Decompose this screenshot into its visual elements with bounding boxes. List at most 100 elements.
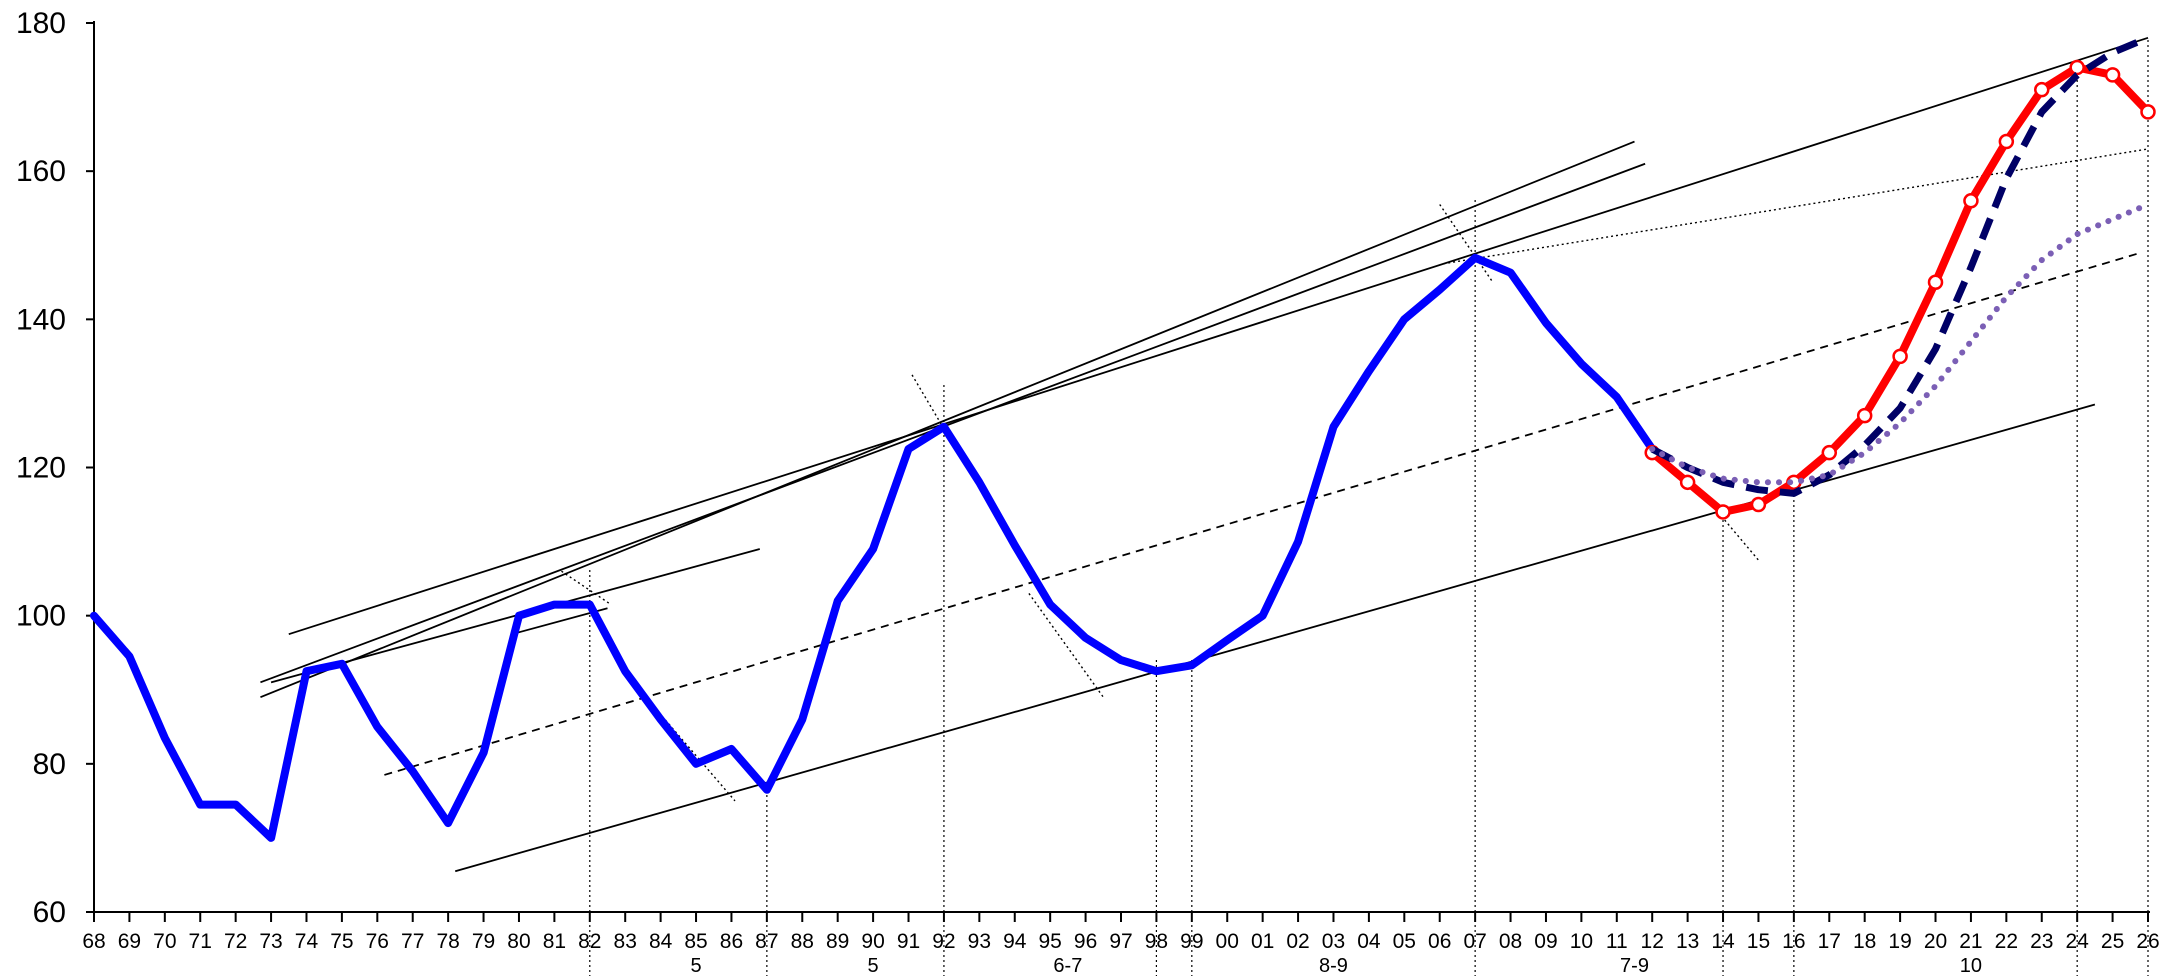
trend-line-dotted [1028,593,1104,698]
x-tick-label: 69 [118,930,141,953]
x-tick-label: 90 [861,930,884,953]
x-tick-label: 22 [1995,930,2018,953]
trend-line-dashed [384,251,2142,776]
series-point [1821,444,1838,461]
series-point [1892,348,1908,365]
y-tick-label: 140 [16,303,66,336]
trend-line-dotted [1443,148,2149,265]
x-tick-label: 17 [1818,930,1841,953]
x-tick-label: 05 [1393,930,1416,953]
x-tick-label: 26 [2136,930,2159,953]
series-point [2140,104,2156,120]
series-point [2034,81,2050,98]
x-tick-label: 82 [578,930,601,953]
trend-line-dotted [1439,204,1494,283]
trend-line-solid [260,162,1646,684]
series-point [1927,274,1944,291]
x-tick-label: 01 [1251,930,1274,953]
x-tick-label: 08 [1499,930,1522,953]
x-tick-label: 72 [224,930,247,953]
x-tick-label: 09 [1534,930,1557,953]
trend-line-dotted [1704,496,1759,561]
x-tick-label: 86 [720,930,743,953]
y-tick-label: 160 [16,155,66,188]
x-tick-label: 21 [1959,930,1982,953]
trend-lines [260,36,2149,873]
x-tick-label: 95 [1038,930,1061,953]
x-tick-label: 85 [684,930,707,953]
x-tick-label: 02 [1286,930,1309,953]
series-line [1650,34,2150,497]
y-tick-label: 100 [16,600,66,633]
x-tick-label: 83 [614,930,637,953]
series-point [1715,504,1731,520]
x-tick-label: 70 [153,930,176,953]
trend-line-solid [288,36,2149,636]
x-tick-label: 84 [649,930,673,953]
x-tick-label: 19 [1888,930,1911,953]
x-tick-label: 75 [330,930,353,953]
x-tick-label: 76 [366,930,389,953]
x-tick-label: 11 [1606,930,1628,953]
x-tick-label: 06 [1428,930,1451,953]
y-tick-label: 80 [33,748,66,781]
x-tick-label: 87 [755,930,778,953]
x-tick-label: 88 [791,930,814,953]
y-tick-label: 120 [16,452,66,485]
series-point [2104,67,2121,83]
series-point [1963,193,1979,209]
x-tick-label: 93 [968,930,991,953]
x-tick-label: 77 [401,930,424,953]
series-point [1856,407,1873,424]
x-tick-label: 23 [2030,930,2053,953]
x-tick-label: 99 [1180,930,1203,953]
series-point [1750,496,1767,513]
x-tick-label: 89 [826,930,849,953]
series-point [1998,133,2015,150]
x-tick-label: 12 [1641,930,1664,953]
series-point [1679,474,1696,491]
x-tick-label: 79 [472,930,495,953]
x-tick-label: 98 [1145,930,1168,953]
x-tick-label: 10 [1570,930,1593,953]
x-tick-label: 25 [2101,930,2124,953]
x-tick-label: 16 [1782,930,1805,953]
x-tick-label: 92 [932,930,955,953]
x-tick-label: 15 [1747,930,1770,953]
x-tick-label: 68 [82,930,105,953]
group-label: 6-7 [1053,955,1082,976]
group-label: 5 [868,955,879,976]
axes [86,21,2150,922]
x-tick-label: 96 [1074,930,1097,953]
x-tick-label: 80 [507,930,530,953]
y-tick-label: 180 [16,7,66,40]
group-label: 5 [690,955,701,976]
x-tick-label: 03 [1322,930,1345,953]
x-tick-label: 97 [1109,930,1132,953]
series-line [1649,201,2151,486]
x-tick-label: 14 [1711,930,1735,953]
x-tick-label: 81 [543,930,566,953]
x-tick-label: 24 [2065,930,2089,953]
x-tick-label: 20 [1924,930,1947,953]
x-tick-label: 13 [1676,930,1699,953]
trend-line-solid [454,403,2096,873]
x-tick-label: 04 [1357,930,1381,953]
trend-line-solid [260,140,1635,698]
group-label: 10 [1960,955,1982,976]
series-point [2069,59,2085,76]
group-label: 8-9 [1319,955,1348,976]
series-line [90,253,1657,842]
series-lines [90,34,2156,842]
x-tick-label: 78 [436,930,459,953]
x-tick-label: 07 [1463,930,1486,953]
x-tick-label: 00 [1216,930,1239,953]
trend-line-dotted [561,570,612,606]
x-tick-label: 94 [1003,930,1027,953]
x-tick-label: 71 [189,930,212,953]
y-tick-label: 60 [33,896,66,929]
group-label: 7-9 [1620,955,1649,976]
x-tick-label: 74 [295,930,319,953]
